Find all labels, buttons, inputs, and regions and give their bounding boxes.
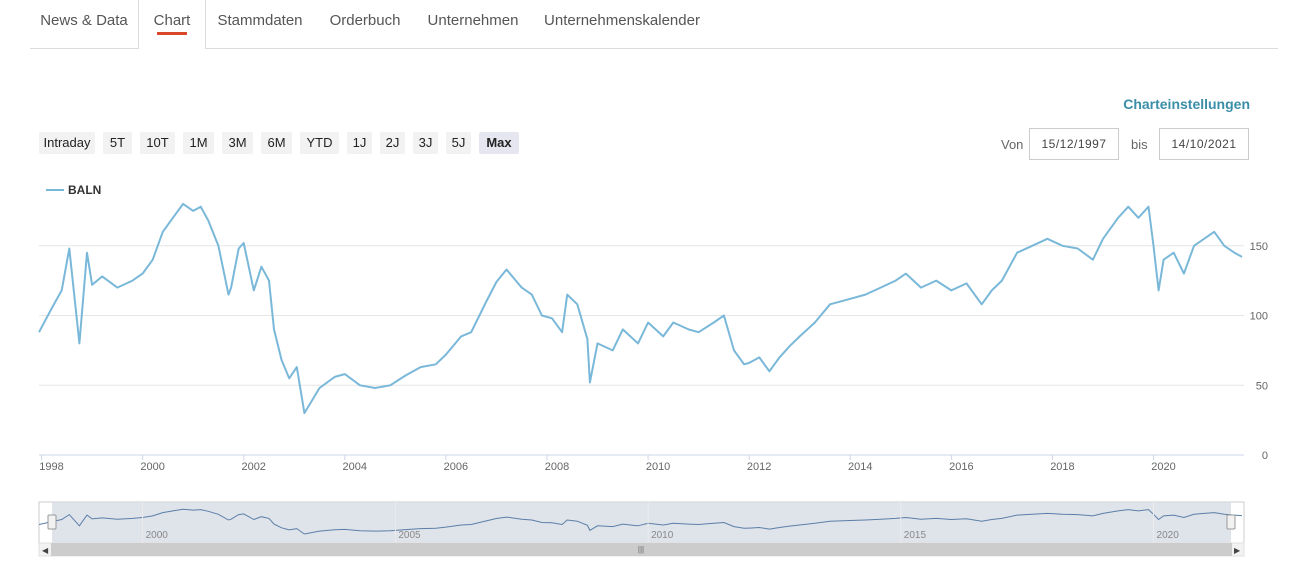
scrollbar-track: [38, 542, 1245, 557]
navigator-handle: [47, 514, 57, 530]
range-button-5t[interactable]: 5T: [103, 132, 132, 154]
y-tick-label: 150: [1250, 241, 1268, 253]
navigator-tick-label: 2005: [398, 530, 421, 541]
tab-unternehmen[interactable]: Unternehmen: [414, 0, 532, 48]
range-button-10t[interactable]: 10T: [140, 132, 175, 154]
navigator-handle: [1226, 514, 1236, 530]
x-tick-label: 2020: [1151, 461, 1175, 473]
series-line-baln: [38, 202, 1243, 415]
range-button-5j[interactable]: 5J: [446, 132, 471, 154]
range-button-max[interactable]: Max: [479, 132, 519, 154]
tab-chart[interactable]: Chart: [138, 0, 206, 49]
y-tick-label: 50: [1256, 380, 1268, 392]
tab-bar: News & Data Chart Stammdaten Orderbuch Unter…: [30, 0, 1278, 49]
tab-label: Stammdaten: [217, 12, 303, 29]
range-button-3j[interactable]: 3J: [413, 132, 438, 154]
tab-label: Chart: [153, 12, 191, 29]
x-tick-label: 2006: [444, 461, 468, 473]
range-button-ytd[interactable]: YTD: [300, 132, 339, 154]
chart-settings-link[interactable]: Charteinstellungen: [1123, 96, 1250, 112]
scroll-left-arrow-icon: ◀: [42, 546, 49, 555]
range-button-1j[interactable]: 1J: [347, 132, 372, 154]
tab-unternehmenskalender[interactable]: Unternehmenskalender: [532, 0, 712, 48]
x-tick-label: 2004: [343, 461, 367, 473]
tab-stammdaten[interactable]: Stammdaten: [204, 0, 316, 48]
scroll-right-arrow-icon: ▶: [1234, 546, 1241, 555]
navigator-frame: [38, 501, 1245, 544]
navigator-tick-label: 2010: [651, 530, 674, 541]
date-to-input[interactable]: 14/10/2021: [1159, 128, 1249, 160]
tab-label: Orderbuch: [329, 12, 401, 29]
tab-label: Unternehmen: [427, 12, 519, 29]
x-tick-label: 2010: [646, 461, 670, 473]
x-tick-label: 2018: [1050, 461, 1074, 473]
tab-orderbuch[interactable]: Orderbuch: [316, 0, 414, 48]
legend-label: BALN: [68, 183, 101, 197]
x-tick-label: 2014: [848, 461, 872, 473]
navigator-tick-label: 2000: [146, 530, 169, 541]
y-tick-label: 0: [1262, 450, 1268, 462]
range-button-3m[interactable]: 3M: [222, 132, 253, 154]
range-button-1m[interactable]: 1M: [183, 132, 214, 154]
x-tick-label: 2016: [949, 461, 973, 473]
scrollbar-thumb: [51, 543, 1232, 556]
x-tick-label: 2002: [241, 461, 265, 473]
tab-label: Unternehmenskalender: [544, 12, 700, 29]
range-button-intraday[interactable]: Intraday: [39, 132, 95, 154]
active-tab-underline: [157, 32, 187, 35]
range-button-6m[interactable]: 6M: [261, 132, 292, 154]
tab-news-data[interactable]: News & Data: [30, 0, 138, 48]
scrollbar-grip-icon: |||: [638, 545, 644, 554]
x-tick-label: 2008: [545, 461, 569, 473]
navigator-series: [38, 508, 1243, 535]
date-from-label: Von: [1001, 137, 1024, 152]
x-tick-label: 2000: [140, 461, 164, 473]
x-tick-label: 1998: [39, 461, 63, 473]
tab-label: News & Data: [40, 12, 128, 29]
navigator-selection: [52, 502, 1231, 543]
range-button-2j[interactable]: 2J: [380, 132, 405, 154]
navigator-tick-label: 2015: [904, 530, 927, 541]
date-to-label: bis: [1131, 137, 1148, 152]
y-tick-label: 100: [1250, 311, 1268, 323]
navigator-tick-label: 2020: [1157, 530, 1180, 541]
date-from-input[interactable]: 15/12/1997: [1029, 128, 1119, 160]
x-tick-label: 2012: [747, 461, 771, 473]
